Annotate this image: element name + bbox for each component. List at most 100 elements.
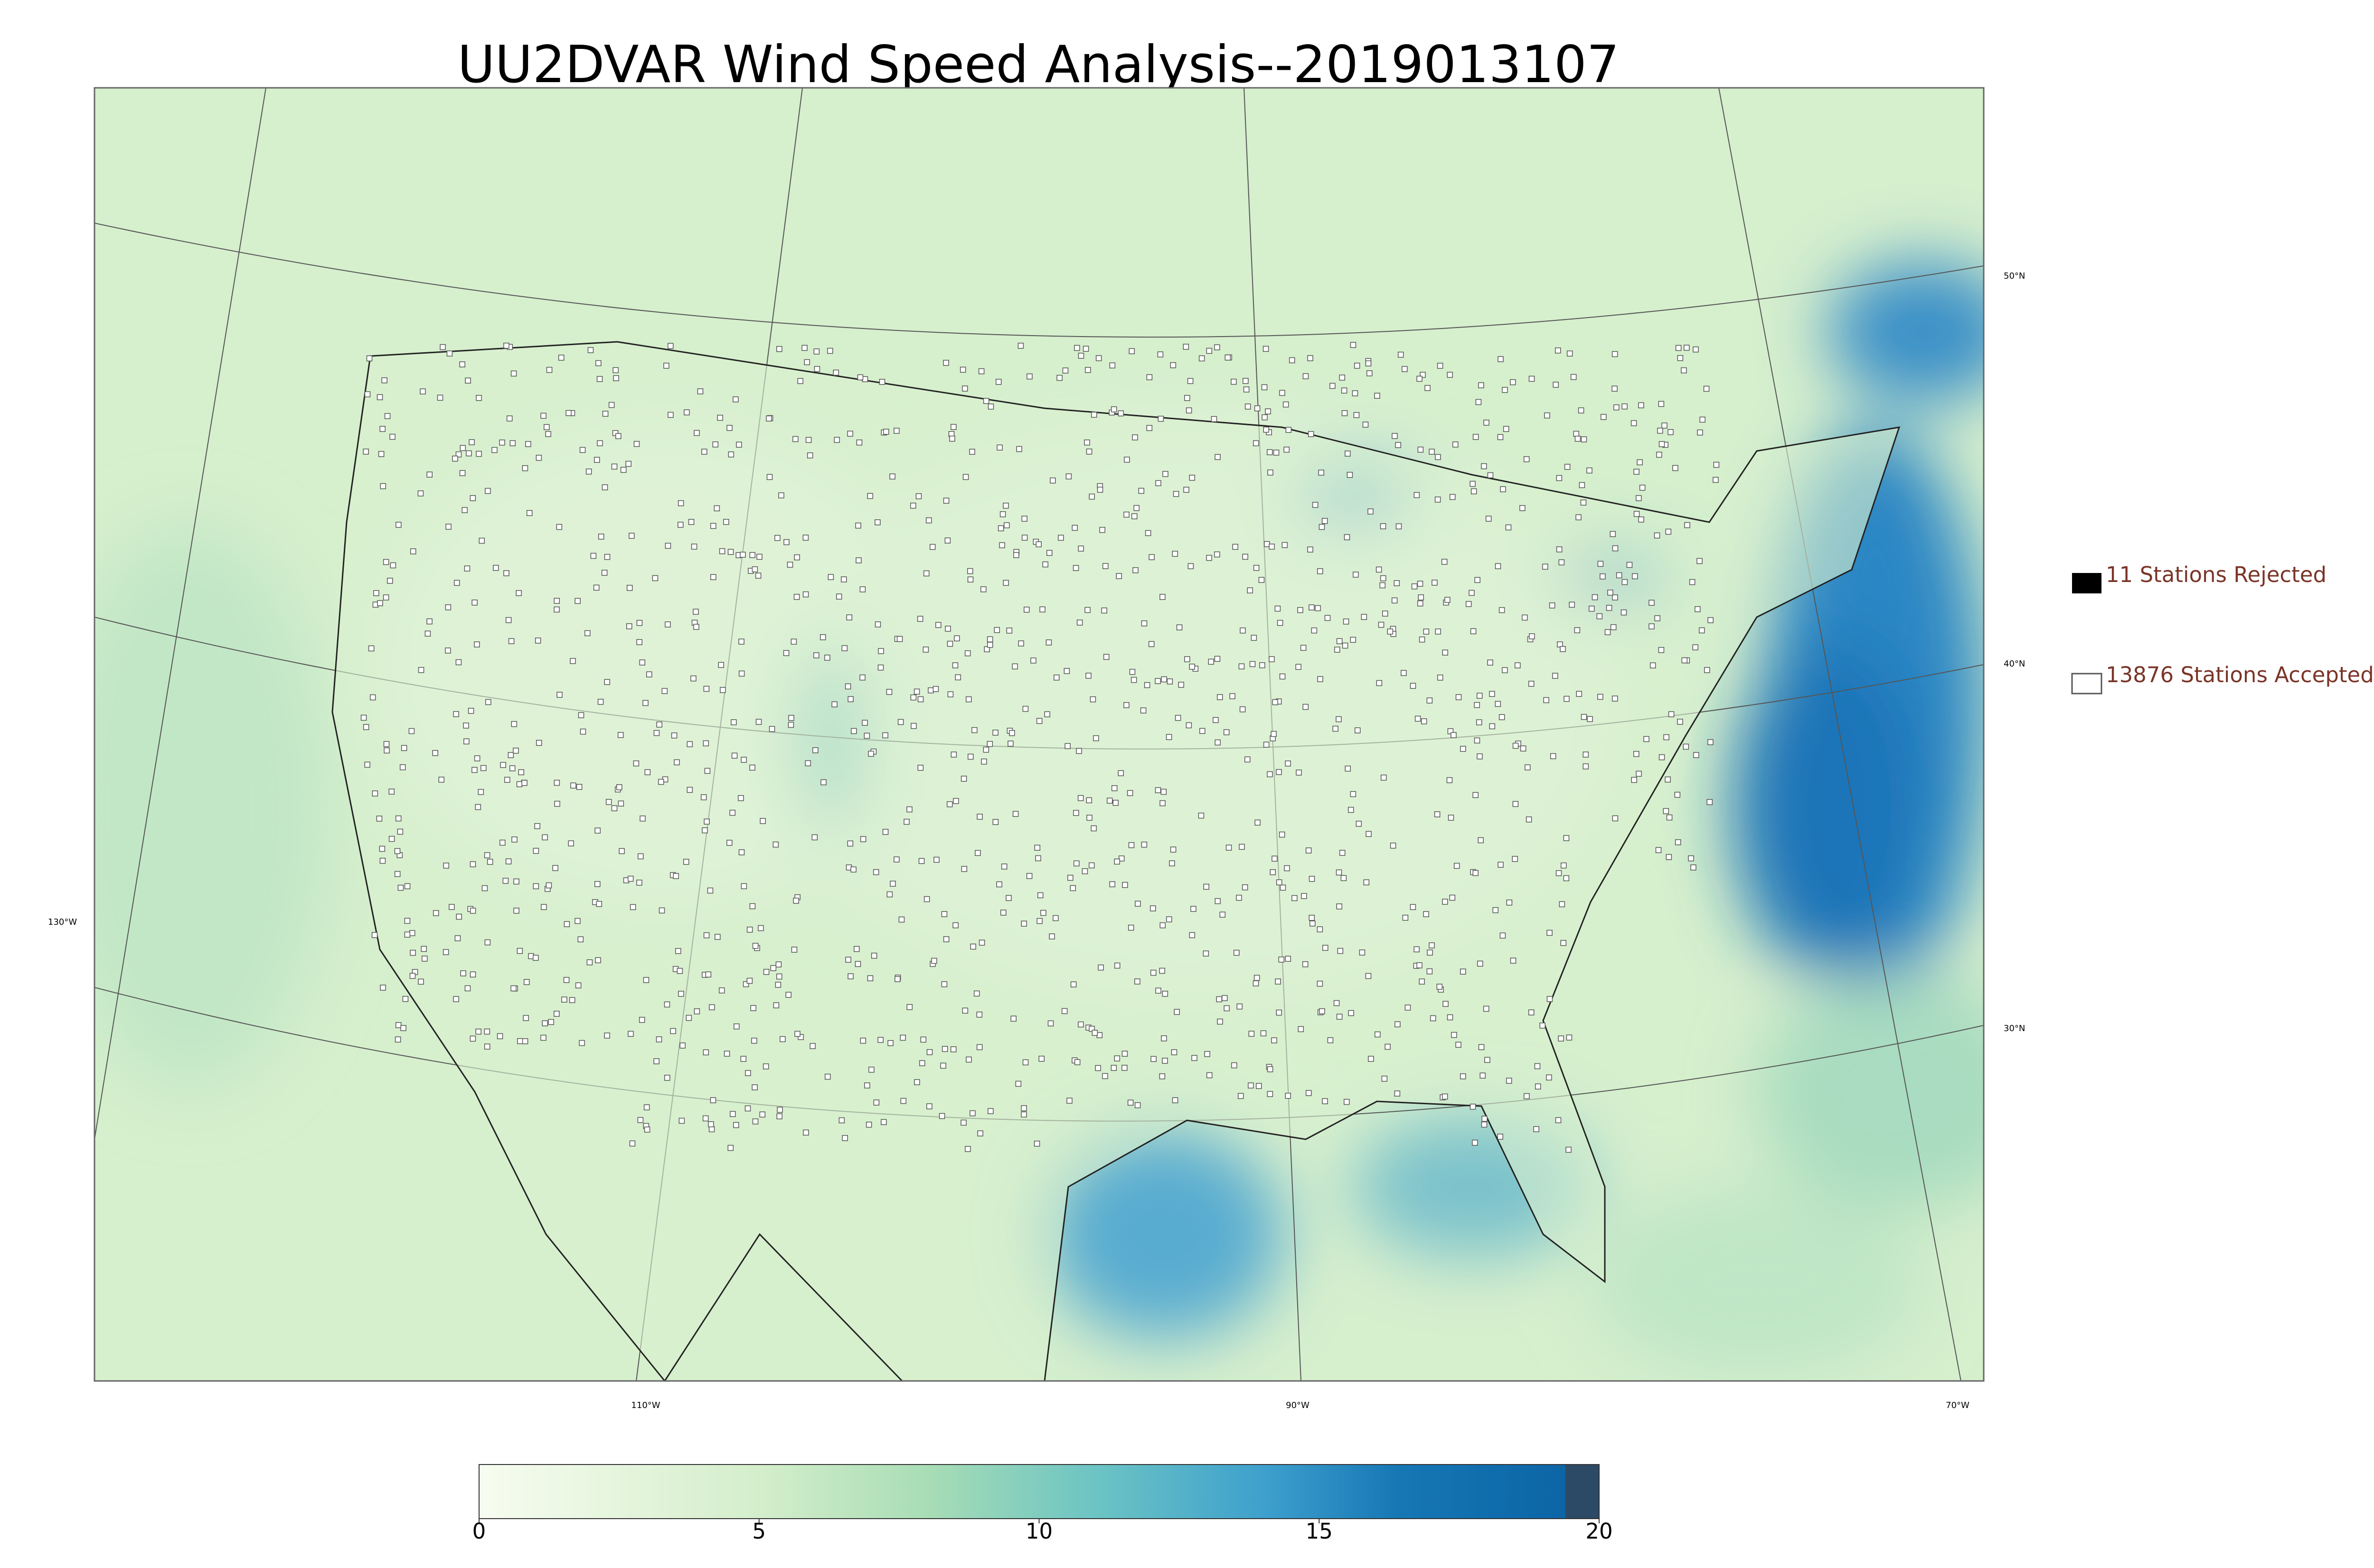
station-marker bbox=[1340, 875, 1347, 881]
station-marker bbox=[1198, 812, 1205, 819]
station-marker bbox=[1046, 639, 1052, 646]
station-marker bbox=[1291, 895, 1298, 901]
station-marker bbox=[629, 533, 635, 539]
station-marker bbox=[675, 948, 681, 954]
station-marker bbox=[618, 800, 624, 807]
station-marker bbox=[1492, 907, 1499, 913]
station-marker bbox=[889, 473, 895, 479]
station-marker bbox=[967, 576, 974, 582]
station-marker bbox=[999, 511, 1006, 517]
station-marker bbox=[456, 913, 462, 920]
station-marker bbox=[1666, 814, 1673, 821]
station-marker bbox=[1267, 1091, 1273, 1097]
station-marker bbox=[1350, 342, 1357, 348]
station-marker bbox=[1332, 725, 1338, 732]
station-marker bbox=[738, 638, 744, 645]
station-marker bbox=[1441, 559, 1448, 565]
station-marker bbox=[1380, 523, 1386, 529]
station-marker bbox=[1460, 746, 1466, 752]
station-marker bbox=[1146, 374, 1153, 380]
station-marker bbox=[508, 752, 514, 758]
station-marker bbox=[1158, 415, 1164, 422]
station-marker bbox=[1253, 980, 1259, 986]
station-marker bbox=[1318, 469, 1324, 476]
station-marker bbox=[1472, 1139, 1478, 1146]
station-marker bbox=[749, 903, 756, 910]
station-marker bbox=[402, 995, 409, 1002]
station-marker bbox=[1472, 870, 1479, 876]
station-marker bbox=[1681, 367, 1687, 374]
station-marker bbox=[404, 918, 411, 924]
station-marker bbox=[1395, 523, 1402, 530]
station-marker bbox=[775, 961, 782, 967]
station-marker bbox=[731, 719, 737, 725]
station-marker bbox=[1633, 469, 1639, 475]
station-marker bbox=[851, 728, 857, 734]
station-marker bbox=[1681, 657, 1688, 664]
station-marker bbox=[1368, 1056, 1374, 1062]
station-marker bbox=[1280, 884, 1286, 891]
station-marker bbox=[637, 1117, 644, 1123]
station-marker bbox=[1367, 508, 1374, 515]
station-marker bbox=[397, 828, 404, 835]
station-marker bbox=[1638, 516, 1644, 523]
station-marker bbox=[1564, 464, 1571, 470]
station-marker bbox=[708, 1126, 715, 1133]
station-marker bbox=[611, 463, 618, 470]
station-marker bbox=[570, 782, 576, 789]
station-marker bbox=[1649, 623, 1655, 629]
station-marker bbox=[1713, 477, 1719, 483]
station-marker bbox=[1485, 516, 1492, 522]
station-marker bbox=[542, 834, 548, 841]
station-marker bbox=[686, 1014, 692, 1021]
station-marker bbox=[585, 468, 592, 475]
station-marker bbox=[1305, 1090, 1312, 1096]
station-marker bbox=[626, 623, 632, 629]
station-marker bbox=[388, 789, 395, 795]
station-marker bbox=[1478, 1044, 1485, 1051]
station-marker bbox=[579, 1040, 585, 1046]
station-marker bbox=[1655, 847, 1662, 854]
station-marker bbox=[776, 973, 782, 980]
station-marker bbox=[584, 630, 591, 637]
station-marker bbox=[602, 484, 608, 490]
station-marker bbox=[950, 1046, 957, 1052]
station-marker bbox=[1239, 844, 1245, 850]
station-marker bbox=[1476, 693, 1483, 699]
station-marker bbox=[1549, 602, 1555, 609]
station-marker bbox=[1404, 1005, 1411, 1011]
station-marker bbox=[481, 885, 488, 892]
station-marker bbox=[917, 696, 924, 703]
station-marker bbox=[602, 411, 609, 417]
latitude-label: 40°N bbox=[2004, 659, 2025, 669]
station-marker bbox=[1239, 706, 1246, 713]
station-marker bbox=[453, 996, 459, 1002]
station-marker bbox=[1317, 568, 1323, 574]
station-marker bbox=[1382, 610, 1388, 617]
station-marker bbox=[554, 598, 560, 604]
station-marker bbox=[372, 790, 378, 797]
station-marker bbox=[470, 1035, 476, 1042]
station-marker bbox=[1344, 1099, 1350, 1105]
station-marker bbox=[1111, 1065, 1117, 1071]
station-marker bbox=[1410, 683, 1416, 689]
station-marker bbox=[1666, 854, 1672, 860]
station-marker bbox=[1231, 378, 1237, 385]
station-marker bbox=[386, 578, 393, 584]
station-marker bbox=[1394, 1021, 1401, 1027]
station-marker bbox=[1054, 674, 1060, 681]
station-marker bbox=[952, 922, 959, 929]
station-marker bbox=[1588, 605, 1595, 612]
station-marker bbox=[1086, 448, 1093, 455]
station-marker bbox=[693, 609, 699, 615]
station-marker bbox=[787, 562, 793, 568]
station-marker bbox=[1129, 668, 1136, 675]
station-marker bbox=[1231, 1062, 1237, 1069]
station-marker bbox=[1222, 995, 1228, 1001]
station-marker bbox=[664, 1075, 670, 1081]
station-marker bbox=[604, 679, 610, 685]
station-marker bbox=[1411, 583, 1418, 590]
station-marker bbox=[1244, 756, 1251, 763]
station-marker bbox=[1155, 480, 1161, 487]
station-marker bbox=[944, 537, 951, 544]
